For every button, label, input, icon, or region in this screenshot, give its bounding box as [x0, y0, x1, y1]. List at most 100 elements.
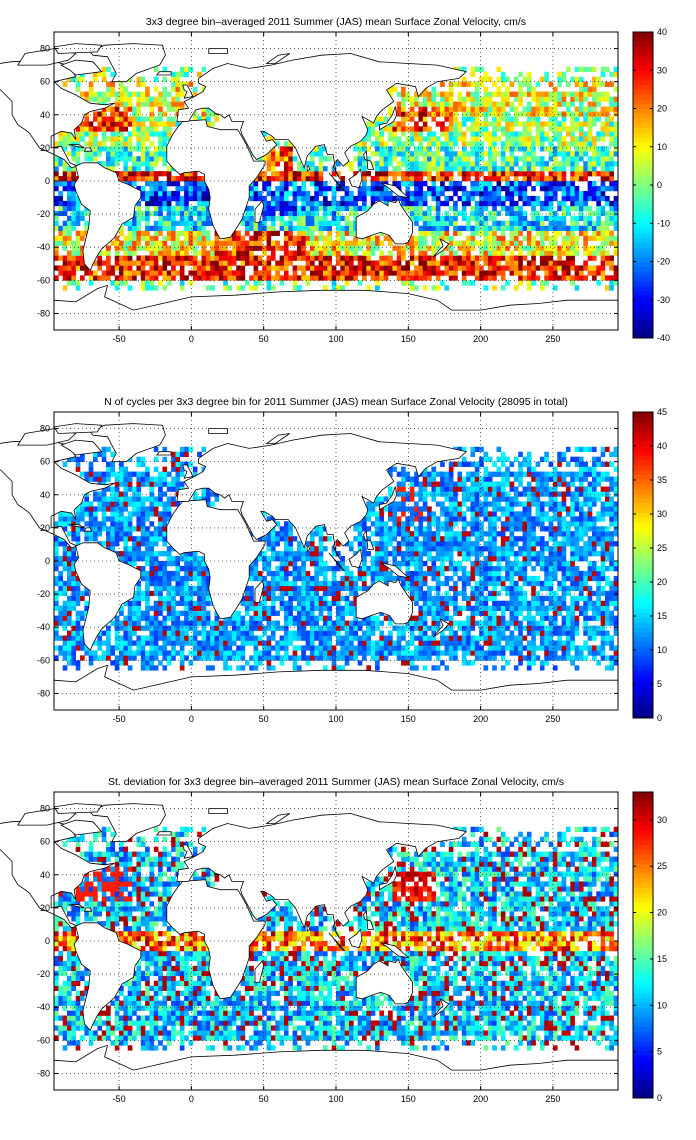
heatmap-cell — [119, 516, 124, 522]
heatmap-cell — [535, 200, 541, 207]
heatmap-cell — [539, 225, 545, 231]
heatmap-cell — [500, 275, 506, 281]
heatmap-cell — [483, 71, 489, 77]
heatmap-cell — [422, 121, 428, 127]
heatmap-cell — [175, 106, 181, 112]
heatmap-cell — [466, 111, 471, 117]
heatmap-cell — [305, 585, 311, 592]
heatmap-cell — [453, 121, 458, 127]
heatmap-cell — [188, 205, 194, 212]
heatmap-cell — [331, 250, 337, 256]
heatmap-cell — [127, 220, 133, 226]
heatmap-cell — [292, 615, 298, 621]
heatmap-cell — [435, 101, 441, 107]
heatmap-cell — [370, 260, 376, 266]
heatmap-cell — [205, 665, 211, 671]
heatmap-cell — [292, 250, 298, 256]
heatmap-cell — [561, 265, 567, 271]
heatmap-cell — [119, 81, 124, 87]
heatmap-cell — [197, 610, 202, 616]
heatmap-cell — [114, 551, 120, 557]
heatmap-cell — [119, 225, 124, 231]
heatmap-cell — [327, 625, 332, 631]
colorbar-segment — [633, 98, 653, 105]
heatmap-cell — [474, 86, 480, 92]
heatmap-cell — [123, 466, 129, 472]
heatmap-cell — [93, 111, 98, 117]
heatmap-cell — [75, 151, 81, 157]
heatmap-cell — [474, 91, 480, 97]
heatmap-cell — [145, 245, 150, 251]
heatmap-cell — [192, 171, 198, 177]
heatmap-cell — [270, 570, 276, 577]
heatmap-cell — [75, 131, 81, 137]
heatmap-cell — [188, 556, 194, 562]
heatmap-cell — [409, 161, 415, 167]
heatmap-cell — [604, 91, 610, 97]
heatmap-cell — [314, 600, 319, 606]
heatmap-cell — [505, 195, 510, 202]
heatmap-cell — [405, 205, 411, 212]
heatmap-cell — [570, 275, 575, 281]
heatmap-cell — [101, 275, 107, 281]
heatmap-cell — [574, 76, 580, 82]
heatmap-cell — [444, 245, 450, 251]
heatmap-cell — [71, 195, 76, 202]
heatmap-cell — [145, 176, 150, 182]
coastline — [53, 43, 103, 54]
heatmap-cell — [114, 156, 120, 162]
heatmap-cell — [431, 285, 437, 291]
heatmap-cell — [474, 205, 480, 212]
heatmap-cell — [396, 141, 402, 147]
heatmap-cell — [54, 141, 59, 147]
heatmap-cell — [522, 245, 528, 251]
heatmap-cell — [127, 230, 133, 236]
heatmap-cell — [591, 146, 597, 152]
heatmap-cell — [266, 210, 272, 217]
heatmap-cell — [561, 205, 567, 212]
heatmap-cell — [301, 645, 306, 651]
heatmap-cell — [604, 161, 610, 167]
heatmap-cell — [392, 156, 398, 162]
heatmap-cell — [539, 101, 545, 107]
heatmap-cell — [535, 225, 541, 231]
heatmap-cell — [604, 255, 610, 261]
heatmap-cell — [153, 496, 159, 502]
heatmap-cell — [162, 471, 168, 477]
heatmap-cell — [71, 280, 76, 286]
heatmap-cell — [266, 516, 272, 522]
heatmap-cell — [132, 471, 137, 477]
heatmap-cell — [244, 215, 250, 222]
heatmap-cell — [448, 166, 454, 172]
heatmap-cell — [444, 176, 450, 182]
heatmap-cell — [314, 240, 319, 246]
heatmap-cell — [283, 275, 289, 281]
heatmap-cell — [322, 595, 328, 602]
heatmap-cell — [505, 171, 510, 177]
heatmap-cell — [578, 265, 584, 271]
heatmap-cell — [223, 275, 228, 281]
heatmap-cell — [145, 575, 150, 582]
heatmap-cell — [67, 655, 72, 661]
heatmap-cell — [431, 131, 437, 137]
heatmap-cell — [470, 205, 476, 212]
heatmap-cell — [214, 275, 220, 281]
heatmap-cell — [279, 195, 285, 202]
heatmap-cell — [75, 600, 81, 606]
heatmap-cell — [145, 156, 150, 162]
heatmap-cell — [405, 96, 411, 102]
heatmap-cell — [422, 190, 428, 197]
heatmap-cell — [123, 491, 129, 497]
heatmap-cell — [557, 96, 562, 102]
heatmap-cell — [106, 250, 111, 256]
heatmap-cell — [266, 565, 272, 572]
heatmap-cell — [331, 166, 337, 172]
heatmap-cell — [266, 585, 272, 592]
heatmap-cell — [544, 255, 549, 261]
heatmap-cell — [67, 270, 72, 276]
heatmap-cell — [75, 506, 81, 512]
heatmap-cell — [153, 476, 159, 482]
heatmap-cell — [257, 625, 263, 631]
heatmap-cell — [574, 161, 580, 167]
heatmap-cell — [162, 531, 168, 537]
